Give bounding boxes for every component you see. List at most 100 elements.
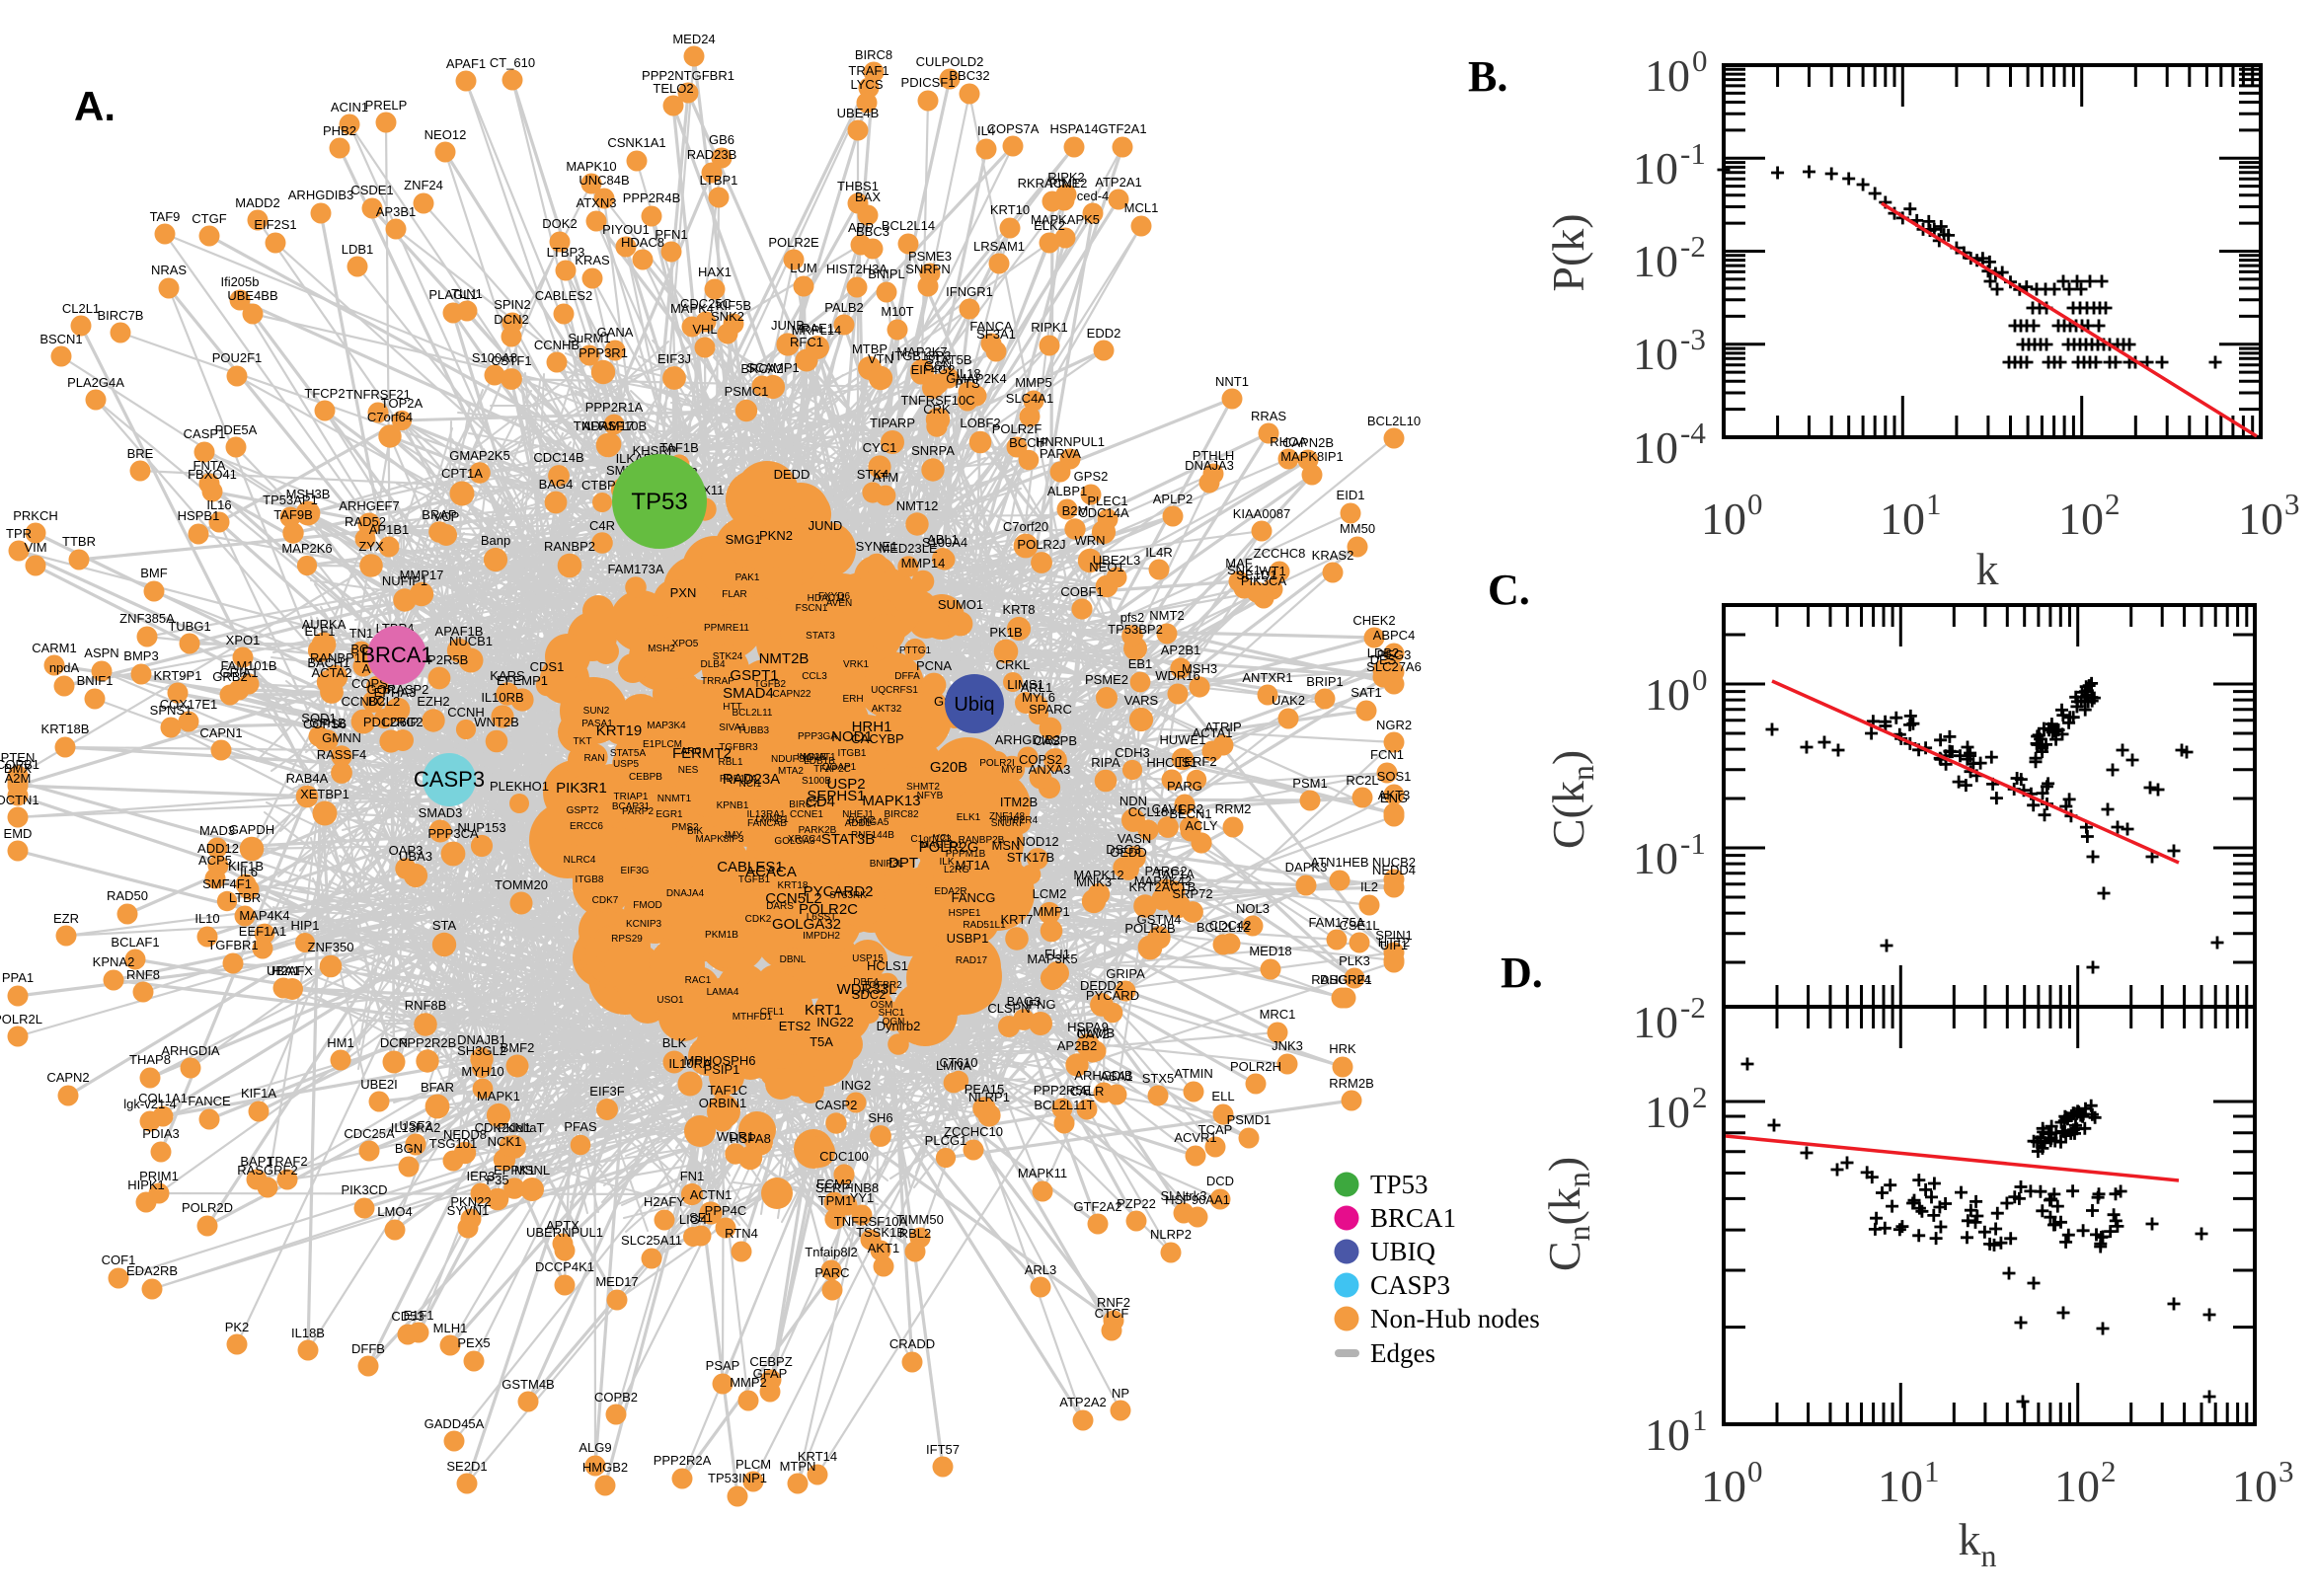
svg-text:PPA1: PPA1 [2,970,34,985]
svg-text:HNRNPUL1: HNRNPUL1 [1036,434,1105,449]
svg-text:CRKL: CRKL [996,657,1031,672]
svg-text:VTN: VTN [868,351,893,366]
svg-text:CT610: CT610 [939,1055,977,1070]
svg-text:PASA1: PASA1 [581,719,613,729]
svg-text:ELF1: ELF1 [304,624,335,639]
svg-text:MAPK8IP1: MAPK8IP1 [1280,449,1344,464]
svg-text:VHL: VHL [692,322,717,337]
svg-text:B.: B. [1468,52,1507,101]
svg-text:VIM: VIM [24,540,46,555]
svg-text:ELK1: ELK1 [957,812,981,823]
svg-text:3: 3 [2284,487,2300,521]
svg-text:GMAP2K5: GMAP2K5 [449,448,509,463]
svg-text:PRELP: PRELP [365,98,408,113]
svg-text:S100B: S100B [802,776,831,787]
svg-text:HSPA14: HSPA14 [1050,121,1099,136]
svg-text:10: 10 [2058,494,2104,544]
svg-text:PPP3R1: PPP3R1 [579,345,628,360]
svg-text:NDUFS1: NDUFS1 [771,754,811,765]
svg-text:CDC100: CDC100 [819,1149,869,1164]
svg-text:GRB2: GRB2 [212,669,247,684]
svg-text:Edges: Edges [1370,1338,1435,1368]
svg-text:IER3: IER3 [467,1169,496,1183]
svg-text:TIPARP: TIPARP [870,416,915,430]
svg-text:CYC1: CYC1 [863,440,897,455]
svg-text:10: 10 [1633,833,1678,883]
svg-text:TFCP2: TFCP2 [304,386,345,401]
svg-text:RNF8B: RNF8B [405,998,447,1013]
svg-text:10: 10 [1701,494,1746,544]
svg-text:ITGA5: ITGA5 [861,817,889,828]
svg-text:k: k [1976,544,1999,594]
svg-text:MED17: MED17 [595,1274,638,1289]
svg-text:RANBP2B: RANBP2B [959,835,1005,846]
svg-text:Tnfaip8l2: Tnfaip8l2 [805,1245,857,1259]
svg-text:GB6: GB6 [709,132,734,147]
svg-text:BRIP1: BRIP1 [1306,674,1344,689]
svg-text:TAF9: TAF9 [150,209,181,224]
svg-text:TPR: TPR [6,526,32,541]
svg-text:COF1: COF1 [102,1253,136,1267]
svg-text:PIK3CD: PIK3CD [342,1182,388,1197]
svg-text:1: 1 [1926,487,1942,521]
svg-text:MADD2: MADD2 [235,195,280,210]
svg-text:CDK7: CDK7 [592,895,619,906]
svg-text:CTCF: CTCF [1095,1306,1129,1321]
svg-text:MAP4K4: MAP4K4 [239,908,289,923]
svg-text:LYCS: LYCS [851,77,884,92]
svg-text:AKT32: AKT32 [872,704,902,715]
svg-text:CL2L1: CL2L1 [62,301,100,316]
svg-text:PK1B: PK1B [989,625,1022,640]
svg-text:UQCRFS1: UQCRFS1 [871,685,918,696]
svg-text:10: 10 [1878,1461,1923,1511]
svg-text:UAK2: UAK2 [1272,693,1305,708]
svg-text:ACACA: ACACA [745,864,797,880]
svg-text:G20B: G20B [930,759,967,776]
svg-text:TP53INP1: TP53INP1 [708,1471,767,1485]
svg-text:MAF: MAF [1225,556,1253,570]
svg-text:MRPL14: MRPL14 [792,323,842,338]
svg-text:ZCCHC10: ZCCHC10 [944,1124,1003,1139]
svg-text:BIRC8: BIRC8 [855,47,892,62]
svg-text:PPP3CA: PPP3CA [427,826,479,841]
svg-text:EIF3F: EIF3F [589,1084,624,1099]
svg-text:ASPN: ASPN [84,646,118,660]
svg-text:CTGF: CTGF [192,211,226,226]
svg-text:BAG3: BAG3 [1007,994,1042,1009]
svg-text:SMAD3: SMAD3 [419,805,463,820]
svg-text:HIPK1: HIPK1 [127,1178,165,1192]
svg-text:DHCR24: DHCR24 [1320,972,1371,987]
svg-text:PSAP: PSAP [706,1358,740,1373]
svg-text:TAF1B: TAF1B [659,440,699,455]
svg-text:BIRC82: BIRC82 [884,809,918,820]
svg-text:ARHGDIB2: ARHGDIB2 [995,732,1060,747]
svg-text:PPP4C: PPP4C [705,1203,747,1218]
svg-text:3: 3 [2278,1454,2294,1488]
svg-text:M10T: M10T [881,304,913,319]
svg-text:MTPN: MTPN [780,1459,816,1474]
svg-text:USO1: USO1 [656,995,684,1006]
svg-text:UBE4B: UBE4B [837,106,880,120]
svg-text:-1: -1 [1680,826,1706,861]
svg-text:LTBP3: LTBP3 [547,245,585,260]
svg-text:0: 0 [1692,43,1708,78]
svg-text:DES: DES [1370,652,1397,667]
svg-text:BNIF1: BNIF1 [77,673,114,688]
svg-text:10: 10 [1633,422,1678,473]
svg-text:PPP2R4B: PPP2R4B [623,190,681,205]
svg-text:ACIN1: ACIN1 [331,100,368,114]
svg-text:XETBP1: XETBP1 [300,787,349,801]
svg-text:USP15: USP15 [852,953,884,964]
svg-text:KIF1B: KIF1B [228,859,264,874]
svg-text:10: 10 [1880,494,1925,544]
svg-text:ATP2A1: ATP2A1 [1095,175,1141,190]
svg-text:MAPK1: MAPK1 [477,1089,520,1103]
svg-text:TTBR: TTBR [62,534,96,549]
svg-text:BNIP3L: BNIP3L [870,859,904,870]
svg-text:PSMD1: PSMD1 [1227,1112,1272,1127]
svg-text:2: 2 [2101,1454,2117,1488]
svg-text:USF2: USF2 [399,1118,431,1133]
svg-text:CALR: CALR [1070,1084,1105,1099]
svg-text:NP: NP [1112,1386,1129,1401]
svg-text:ZYX: ZYX [358,539,384,554]
